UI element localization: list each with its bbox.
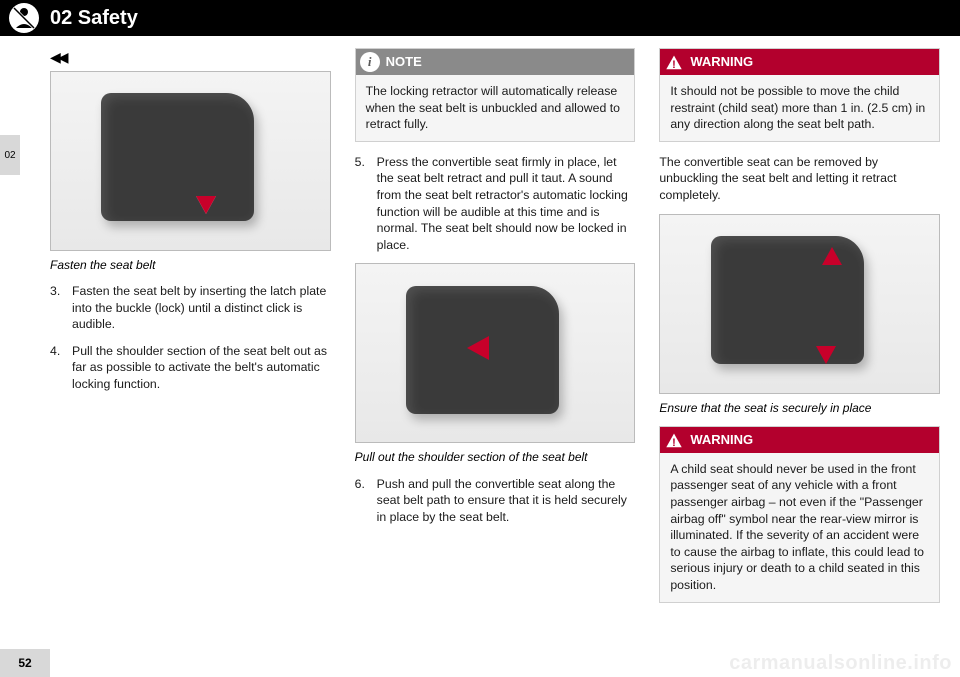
step-list-2b: 6. Push and pull the convertible seat al… [355,476,636,526]
page-header: 02 Safety [0,0,960,36]
step-number: 4. [50,343,72,393]
note-label: NOTE [386,53,422,71]
warning-icon: ! [664,430,684,450]
figure-caption-2: Pull out the shoulder section of the sea… [355,449,636,465]
step-list-1: 3. Fasten the seat belt by inserting the… [50,283,331,393]
svg-text:!: ! [673,59,677,71]
figure-caption-1: Fasten the seat belt [50,257,331,273]
page-number: 52 [0,649,50,677]
column-2: i NOTE The locking retractor will automa… [355,48,636,647]
list-item: 3. Fasten the seat belt by inserting the… [50,283,331,333]
warning-callout-1: ! WARNING It should not be possible to m… [659,48,940,142]
watermark: carmanualsonline.info [729,652,952,675]
note-header: i NOTE [356,49,635,75]
continuation-icon: ◀◀ [50,48,331,67]
figure-secure-seat [659,214,940,394]
chapter-title: 02 Safety [50,7,138,30]
list-item: 5. Press the convertible seat firmly in … [355,154,636,254]
svg-text:!: ! [673,437,677,449]
figure-fasten-belt [50,71,331,251]
warning-header: ! WARNING [660,49,939,75]
warning-label: WARNING [690,431,753,449]
step-text: Pull the shoulder section of the seat be… [72,343,331,393]
step-text: Push and pull the convertible seat along… [377,476,636,526]
step-number: 6. [355,476,377,526]
warning-body: A child seat should never be used in the… [660,453,939,602]
step-number: 3. [50,283,72,333]
warning-callout-2: ! WARNING A child seat should never be u… [659,426,940,603]
content-area: ◀◀ Fasten the seat belt 3. Fasten the se… [50,48,940,647]
body-text: The convertible seat can be removed by u… [659,154,940,204]
step-number: 5. [355,154,377,254]
figure-caption-3: Ensure that the seat is securely in plac… [659,400,940,416]
note-body: The locking retractor will automatically… [356,75,635,141]
warning-header: ! WARNING [660,427,939,453]
info-icon: i [360,52,380,72]
seatbelt-icon [8,2,40,34]
warning-icon: ! [664,52,684,72]
list-item: 4. Pull the shoulder section of the seat… [50,343,331,393]
step-text: Press the convertible seat firmly in pla… [377,154,636,254]
step-list-2a: 5. Press the convertible seat firmly in … [355,154,636,254]
note-callout: i NOTE The locking retractor will automa… [355,48,636,142]
column-3: ! WARNING It should not be possible to m… [659,48,940,647]
step-text: Fasten the seat belt by inserting the la… [72,283,331,333]
list-item: 6. Push and pull the convertible seat al… [355,476,636,526]
warning-body: It should not be possible to move the ch… [660,75,939,141]
side-tab: 02 [0,135,20,175]
figure-pull-shoulder [355,263,636,443]
column-1: ◀◀ Fasten the seat belt 3. Fasten the se… [50,48,331,647]
warning-label: WARNING [690,53,753,71]
